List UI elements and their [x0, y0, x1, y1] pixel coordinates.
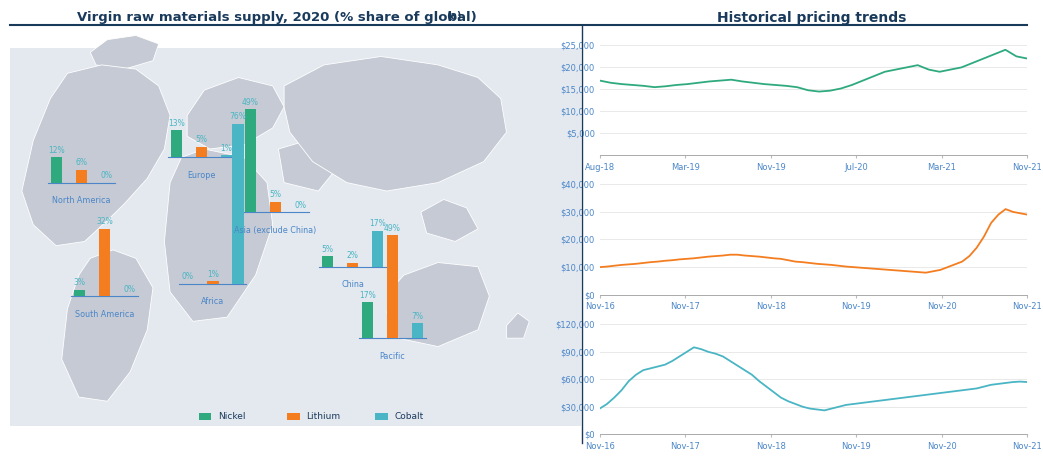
Bar — [372, 231, 384, 267]
Polygon shape — [278, 141, 336, 191]
Text: 3%: 3% — [73, 278, 86, 287]
Bar — [171, 130, 183, 157]
Text: Asia (exclude China): Asia (exclude China) — [235, 225, 317, 234]
Bar — [347, 262, 358, 267]
Text: Historical pricing trends: Historical pricing trends — [717, 11, 906, 26]
Bar — [76, 170, 88, 183]
Text: 49%: 49% — [384, 223, 401, 233]
Bar — [287, 413, 299, 420]
Polygon shape — [387, 262, 489, 346]
Bar — [245, 109, 257, 212]
Text: 5%: 5% — [195, 135, 208, 144]
Text: 6%: 6% — [76, 159, 88, 167]
Bar — [321, 256, 333, 267]
Text: North America: North America — [52, 196, 111, 205]
Text: 2%: 2% — [346, 251, 359, 260]
Bar — [270, 202, 282, 212]
Polygon shape — [284, 57, 507, 191]
Text: Africa: Africa — [201, 297, 224, 306]
Bar — [375, 413, 388, 420]
Polygon shape — [22, 65, 170, 246]
Text: 1%: 1% — [207, 270, 219, 279]
Text: 1%: 1% — [220, 144, 233, 153]
Text: 17%: 17% — [359, 291, 375, 300]
Text: Lithium: Lithium — [307, 412, 340, 421]
Bar — [221, 155, 233, 157]
Text: 0%: 0% — [123, 285, 136, 293]
Text: China: China — [341, 280, 364, 289]
Bar — [208, 282, 219, 283]
Text: — Nickel Sulfate ($/t): — Nickel Sulfate ($/t) — [766, 217, 862, 226]
Polygon shape — [421, 199, 478, 241]
Bar — [412, 324, 423, 338]
Bar — [196, 147, 208, 157]
Text: 0%: 0% — [294, 201, 307, 209]
Text: 0%: 0% — [101, 171, 113, 180]
Polygon shape — [187, 78, 284, 149]
Polygon shape — [507, 313, 529, 338]
Bar — [74, 290, 86, 296]
Text: 49%: 49% — [242, 97, 259, 106]
Text: Pacific: Pacific — [380, 351, 406, 361]
Bar — [99, 229, 111, 296]
Polygon shape — [165, 149, 272, 321]
Text: 5%: 5% — [269, 190, 282, 199]
Text: 17%: 17% — [369, 219, 386, 228]
Text: (a): (a) — [446, 11, 462, 21]
Text: 13%: 13% — [168, 118, 185, 128]
Text: 12%: 12% — [48, 146, 65, 155]
Text: Nickel: Nickel — [218, 412, 245, 421]
Bar — [51, 157, 63, 183]
Bar — [362, 303, 373, 338]
Text: — Lithium carbonate ($/t LCE): — Lithium carbonate ($/t LCE) — [745, 356, 882, 366]
Polygon shape — [62, 250, 153, 401]
Text: Cobalt: Cobalt — [394, 412, 423, 421]
Text: 32%: 32% — [96, 218, 113, 226]
Polygon shape — [91, 36, 159, 69]
Bar — [198, 413, 211, 420]
Text: Europe: Europe — [188, 171, 216, 180]
Text: 5%: 5% — [321, 244, 334, 254]
Bar — [387, 235, 398, 338]
Bar — [233, 124, 244, 283]
Text: Virgin raw materials supply, 2020 (% share of global): Virgin raw materials supply, 2020 (% sha… — [76, 11, 477, 24]
Text: 7%: 7% — [412, 312, 423, 321]
Text: 76%: 76% — [229, 112, 246, 121]
Text: South America: South America — [75, 309, 135, 319]
Text: 0%: 0% — [181, 272, 194, 281]
